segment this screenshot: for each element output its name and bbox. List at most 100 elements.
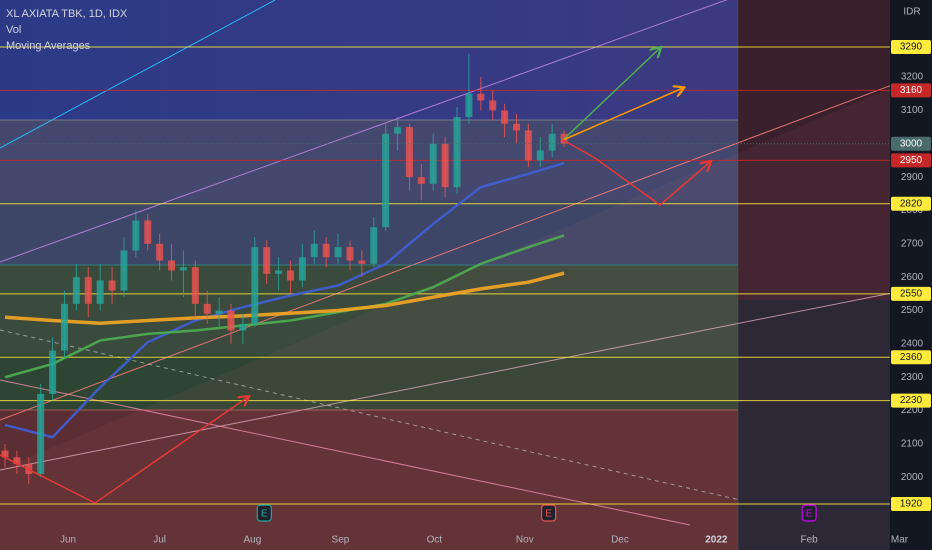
candle-body [453,117,461,188]
level-label: 2230 [900,395,923,406]
level-label-bg [891,153,931,168]
candle-body [1,450,9,458]
earnings-label: E [806,509,813,520]
candle-body [405,127,413,178]
level-label: 2360 [900,352,923,363]
candle-body [132,220,140,251]
level-label: 2820 [900,198,923,209]
y-tick-label: 2700 [901,238,924,249]
x-tick-label: Jun [60,535,76,546]
candle-body [37,393,45,474]
candle-body [168,260,176,271]
y-tick-label: 2400 [901,339,924,350]
level-label: 1920 [900,499,923,510]
x-tick-label: Sep [332,535,350,546]
last-price-bg [891,136,931,151]
candle-body [275,270,283,274]
x-tick-label: Nov [516,535,534,546]
candle-body [429,143,437,184]
candle-body [72,277,80,304]
moving-average-line [4,161,565,439]
candle-body [548,133,556,151]
candle-body [524,130,532,161]
candle-body [13,457,21,464]
x-tick-label: Mar [891,535,909,546]
candle-body [298,257,306,281]
candle-body [489,100,497,111]
level-label: 2550 [900,288,923,299]
level-label-bg [891,40,931,55]
level-label-bg [891,350,931,365]
candle-body [322,243,330,258]
candle-body [358,260,366,264]
earnings-marker [801,504,817,522]
x-tick-label: Dec [611,535,629,546]
indicator-label: Moving Averages [6,40,91,52]
currency-label: IDR [903,7,920,18]
candle-body [370,227,378,264]
candle-body [251,247,259,324]
candle-body [536,150,544,161]
earnings-marker [541,504,557,522]
chart-title: XL AXIATA TBK, 1D, IDX [6,8,128,20]
y-tick-label: 3100 [901,105,924,116]
level-label-bg [891,196,931,211]
projection-arrows [0,48,710,504]
candle-body [263,247,271,274]
candle-body [346,247,354,261]
candle-body [441,143,449,188]
x-tick-label: 2022 [705,535,728,546]
level-label-bg [891,496,931,511]
candle-body [334,247,342,258]
candle-body [156,243,164,261]
candle-body [394,127,402,134]
level-label: 3290 [900,42,923,53]
candle-body [215,310,223,314]
candle-body [417,177,425,184]
y-tick-label: 2300 [901,372,924,383]
candle-body [227,310,235,331]
level-label: 2950 [900,155,923,166]
candle-body [465,93,473,118]
x-tick-label: Oct [427,535,443,546]
level-label: 3160 [900,85,923,96]
candle-body [477,93,485,101]
candle-body [239,323,247,331]
candle-body [84,277,92,304]
y-tick-label: 2900 [901,172,924,183]
moving-averages [4,161,565,439]
moving-average-line [4,234,565,379]
candle-body [108,280,116,291]
last-price-label: 3000 [900,138,923,149]
candle-body [286,270,294,281]
y-tick-label: 2600 [901,272,924,283]
candle-body [49,350,57,394]
level-label-bg [891,393,931,408]
y-tick-label: 2500 [901,305,924,316]
x-tick-label: Feb [800,535,818,546]
x-tick-label: Jul [153,535,166,546]
levels [0,46,890,505]
earnings-marker [256,504,272,522]
candle-body [60,303,68,351]
level-label-bg [891,286,931,301]
candle-body [310,243,318,258]
axis-labels: 2000210022002300240025002600270028002900… [60,40,931,546]
candle-body [203,303,211,314]
x-tick-label: Aug [244,535,262,546]
candle-body [179,267,187,271]
candle-body [382,133,390,228]
candle-body [512,123,520,131]
candle-body [144,220,152,244]
earnings-label: E [545,509,552,520]
y-tick-label: 2000 [901,472,924,483]
candle-body [191,267,199,304]
candle-body [120,250,128,291]
candle-body [501,110,509,124]
y-tick-label: 2200 [901,405,924,416]
candle-body [96,280,104,304]
earnings-label: E [261,509,268,520]
